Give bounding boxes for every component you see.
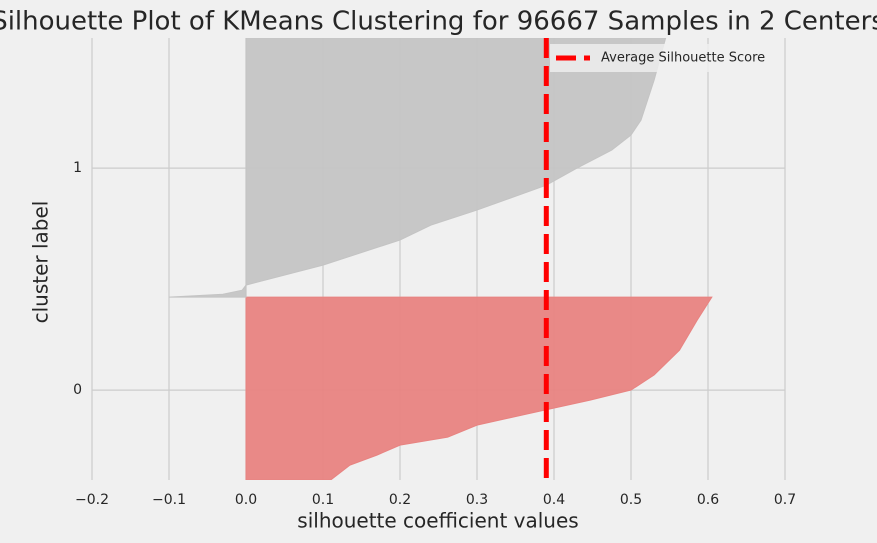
x-tick-label: 0.5 [620,492,642,508]
x-tick-label: 0.2 [389,492,411,508]
silhouette-area [168,38,667,298]
x-tick-label: 0.1 [312,492,334,508]
x-tick-label: 0.0 [235,492,257,508]
x-tick-label: −0.2 [75,492,109,508]
x-axis-label: silhouette coefficient values [297,509,578,533]
y-tick-label: 0 [73,382,82,398]
x-tick-label: −0.1 [152,492,186,508]
x-tick-label: 0.4 [543,492,565,508]
x-tick-label: 0.3 [466,492,488,508]
legend-label: Average Silhouette Score [601,51,765,66]
x-tick-label: 0.6 [697,492,719,508]
silhouette-area [245,296,713,480]
y-axis-label: cluster label [29,201,53,324]
chart-title: Silhouette Plot of KMeans Clustering for… [0,7,877,37]
plot-area [168,38,713,480]
x-tick-label: 0.7 [774,492,796,508]
y-tick-label: 1 [73,160,82,176]
